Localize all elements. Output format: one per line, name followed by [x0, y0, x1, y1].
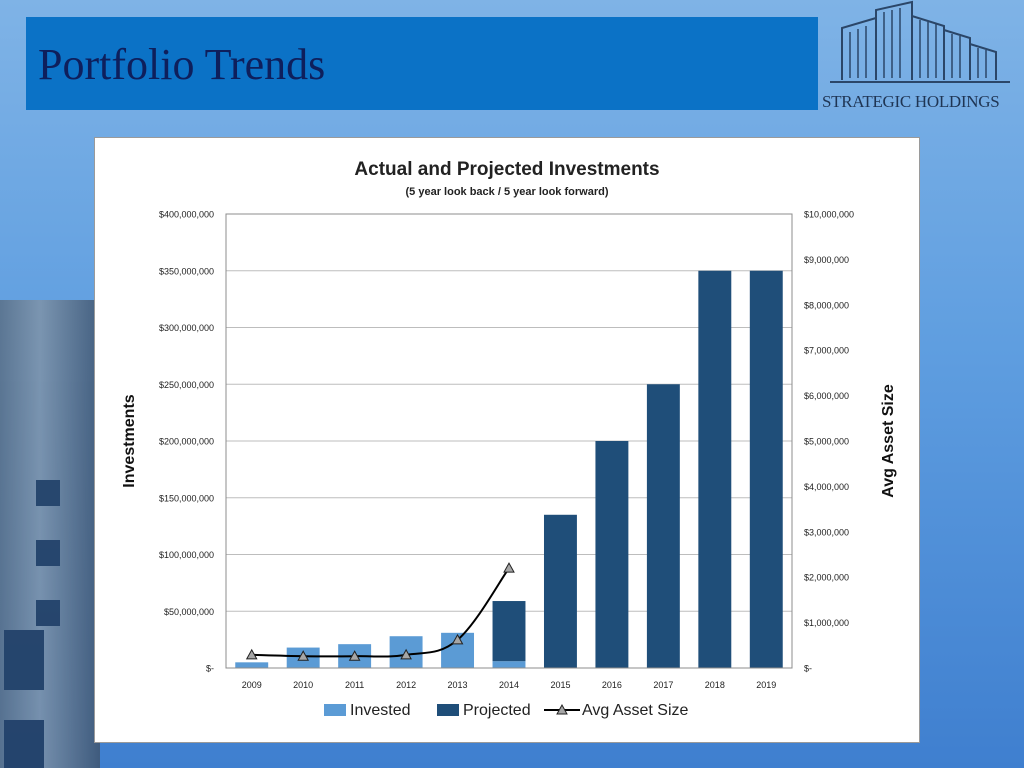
y2-tick-label: $8,000,000 [804, 300, 849, 310]
y2-tick-label: $3,000,000 [804, 527, 849, 537]
investments-chart: Actual and Projected Investments (5 year … [121, 159, 897, 719]
y-tick-label: $250,000,000 [159, 380, 214, 390]
avg-asset-size-marker [245, 648, 258, 660]
legend-swatch-projected [437, 704, 459, 716]
bar-projected-2016 [595, 441, 629, 668]
x-tick-label: 2014 [499, 680, 519, 690]
y2-tick-label: $4,000,000 [804, 482, 849, 492]
y-tick-label: $100,000,000 [159, 550, 214, 560]
y2-tick-label: $1,000,000 [804, 618, 849, 628]
y-tick-label: $50,000,000 [164, 607, 214, 617]
x-tick-label: 2012 [396, 680, 416, 690]
bar-projected-2015 [543, 514, 577, 668]
y-tick-label: $- [206, 664, 214, 674]
slide-title: Portfolio Trends [38, 40, 326, 89]
y2-tick-label: $10,000,000 [804, 210, 854, 220]
y-tick-label: $300,000,000 [159, 323, 214, 333]
company-logo: STRATEGIC HOLDINGS [820, 0, 1024, 115]
y2-tick-label: $7,000,000 [804, 346, 849, 356]
legend-label-invested: Invested [350, 702, 410, 719]
x-tick-label: 2016 [602, 680, 622, 690]
bar-invested-2014 [492, 661, 526, 668]
bar-projected-2017 [646, 384, 680, 668]
y2-tick-label: $6,000,000 [804, 391, 849, 401]
y2-tick-label: $- [804, 664, 812, 674]
y-axis-label: Investments [121, 394, 138, 487]
legend-swatch-invested [324, 704, 346, 716]
avg-asset-size-marker [503, 562, 515, 573]
x-tick-label: 2015 [550, 680, 570, 690]
x-tick-label: 2011 [345, 680, 364, 690]
y2-axis-label: Avg Asset Size [880, 384, 897, 498]
buildings-logo-icon [830, 0, 1010, 83]
x-tick-label: 2017 [653, 680, 673, 690]
legend-label-avg-asset-size: Avg Asset Size [582, 702, 689, 719]
plot-area [225, 213, 793, 669]
y2-tick-label: $2,000,000 [804, 573, 849, 583]
chart-panel: Actual and Projected Investments (5 year … [94, 137, 920, 743]
title-bar: Portfolio Trends [26, 17, 818, 110]
chart-title: Actual and Projected Investments [354, 159, 659, 180]
avg-asset-size-marker [451, 633, 464, 645]
avg-asset-size-marker [400, 648, 412, 660]
x-tick-label: 2013 [448, 680, 468, 690]
x-tick-label: 2010 [293, 680, 313, 690]
background-building [0, 300, 100, 768]
legend-marker-avg-asset-size [556, 703, 568, 715]
x-tick-label: 2009 [242, 680, 262, 690]
chart-subtitle: (5 year look back / 5 year look forward) [406, 186, 609, 198]
bar-projected-2014 [492, 601, 526, 662]
y-tick-label: $200,000,000 [159, 437, 214, 447]
legend-label-projected: Projected [463, 702, 531, 719]
y2-tick-label: $9,000,000 [804, 255, 849, 265]
bar-projected-2018 [698, 270, 732, 668]
avg-asset-size-marker [297, 650, 310, 661]
bar-projected-2019 [749, 270, 783, 668]
y-tick-label: $400,000,000 [159, 210, 214, 220]
bar-invested-2009 [235, 662, 269, 668]
y-tick-label: $350,000,000 [159, 266, 214, 276]
avg-asset-size-marker [348, 650, 361, 661]
logo-text: STRATEGIC HOLDINGS [822, 92, 1000, 111]
y-tick-label: $150,000,000 [159, 493, 214, 503]
x-tick-label: 2018 [705, 680, 725, 690]
x-tick-label: 2019 [756, 680, 776, 690]
y2-tick-label: $5,000,000 [804, 437, 849, 447]
